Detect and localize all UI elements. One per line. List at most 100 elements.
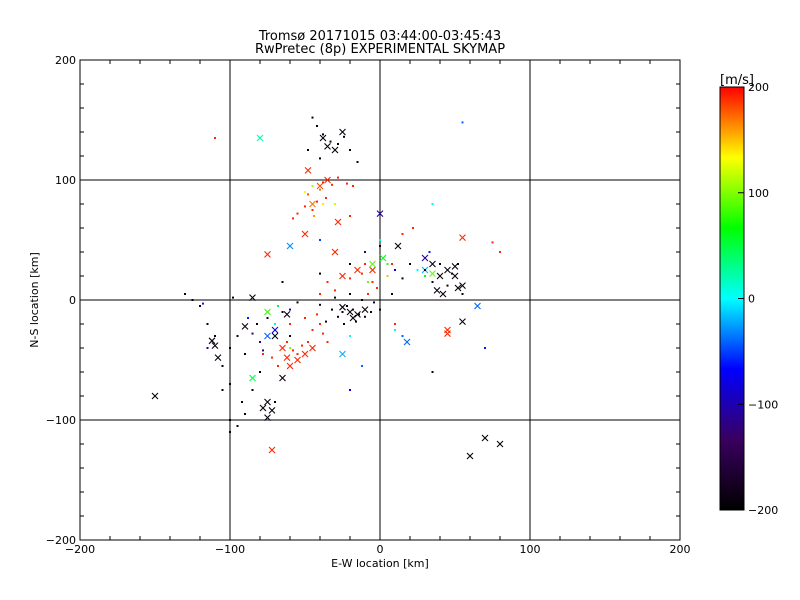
x-tick-label: 0 [377, 543, 384, 556]
data-point-dot [322, 203, 324, 205]
data-point-dot [370, 311, 372, 313]
data-point-dot [271, 356, 273, 359]
data-point-dot [367, 281, 369, 283]
data-point-dot [326, 341, 329, 343]
data-point-cross [279, 344, 286, 352]
data-point-dot [343, 135, 345, 138]
data-point-cross [324, 143, 331, 150]
data-point-cross [354, 311, 361, 318]
data-point-cross [264, 398, 271, 406]
data-point-dot [304, 205, 306, 208]
colorbar-tick-label: 200 [748, 81, 769, 94]
data-point-cross [429, 260, 436, 268]
data-point-cross [256, 134, 264, 142]
data-point-dot [214, 137, 216, 139]
data-point-dot [319, 239, 321, 241]
x-tick-label: −200 [65, 543, 95, 556]
data-point-dot [325, 320, 327, 323]
data-point-dot [424, 269, 426, 271]
data-point-dot [311, 329, 314, 331]
data-point-dot [451, 272, 453, 275]
data-point-dot [391, 293, 393, 295]
data-point-cross [403, 338, 411, 346]
data-point-dot [358, 313, 360, 316]
data-point-cross [283, 311, 291, 318]
data-point-dot [256, 323, 258, 325]
data-point-dot [352, 308, 354, 311]
data-point-cross [241, 323, 249, 330]
data-point-dot [304, 191, 306, 193]
data-point-dot [307, 341, 309, 343]
data-point-dot [431, 203, 434, 205]
data-point-dot [206, 347, 209, 349]
axis-ticks [79, 59, 681, 541]
data-point-dot [229, 419, 231, 421]
data-point-dot [491, 241, 494, 244]
data-point-dot [401, 335, 404, 337]
data-point-dot [322, 332, 324, 335]
data-point-dot [361, 299, 363, 301]
data-point-dot [484, 347, 486, 349]
x-tick-label: 100 [520, 543, 541, 556]
data-point-dot [326, 281, 329, 283]
data-point-dot [461, 121, 464, 124]
data-point-cross [459, 234, 466, 241]
data-point-cross [376, 210, 384, 217]
data-point-cross [439, 290, 447, 298]
data-point-dot [349, 215, 351, 217]
data-point-cross [279, 374, 286, 382]
data-point-cross [339, 350, 346, 358]
data-point-cross [444, 266, 451, 274]
colorbar-tick-label: −100 [748, 398, 778, 411]
data-point-cross [466, 452, 474, 460]
data-point-dot [416, 269, 419, 271]
data-point-dot [401, 233, 404, 235]
data-point-dot [319, 157, 321, 160]
data-point-dot [281, 281, 284, 283]
data-point-dot [274, 401, 276, 403]
data-point-dot [349, 335, 351, 337]
data-point-dot [394, 323, 396, 325]
data-point-dot [229, 431, 231, 433]
data-point-cross [394, 242, 402, 250]
data-point-dot [206, 323, 209, 325]
data-point-dot [301, 344, 303, 347]
colorbar-tick-label: −200 [748, 504, 778, 517]
data-point-dot [236, 425, 239, 427]
data-point-cross [421, 254, 429, 262]
data-point-dot [266, 317, 269, 319]
data-point-dot [461, 293, 464, 295]
data-point-dot [349, 293, 351, 295]
data-point-dot [361, 272, 363, 275]
chart-title: Tromsø 20171015 03:44:00-03:45:43 [258, 29, 501, 44]
data-point-cross [264, 251, 271, 258]
data-point-cross [339, 128, 346, 136]
data-point-dot [394, 329, 396, 331]
data-point-dot [379, 239, 381, 241]
data-point-dot [386, 275, 389, 277]
data-point-dot [355, 320, 357, 323]
data-point-dot [296, 301, 299, 304]
data-point-dot [319, 323, 321, 325]
data-point-dot [337, 315, 339, 318]
data-point-cross [316, 182, 324, 190]
data-point-cross [459, 282, 466, 289]
data-point-dot [274, 323, 276, 325]
colorbar-tick-labels: 200 100 0 −100 −200 [748, 81, 778, 517]
data-point-dot [319, 272, 321, 275]
data-point-dot [313, 215, 315, 217]
data-point-cross [264, 332, 271, 340]
data-point-dot [319, 293, 321, 295]
data-point-cross [339, 272, 346, 280]
data-point-dot [229, 347, 231, 349]
data-point-dot [202, 302, 204, 305]
data-point-dot [371, 281, 374, 283]
data-point-cross [379, 254, 387, 262]
data-point-dot [337, 143, 339, 145]
data-point-cross [331, 146, 339, 154]
data-point-dot [364, 315, 366, 318]
data-point-dot [337, 176, 339, 179]
data-point-dot [334, 203, 336, 205]
chart-subtitle: RwPretec (8p) EXPERIMENTAL SKYMAP [255, 42, 505, 57]
data-point-dot [379, 245, 381, 247]
